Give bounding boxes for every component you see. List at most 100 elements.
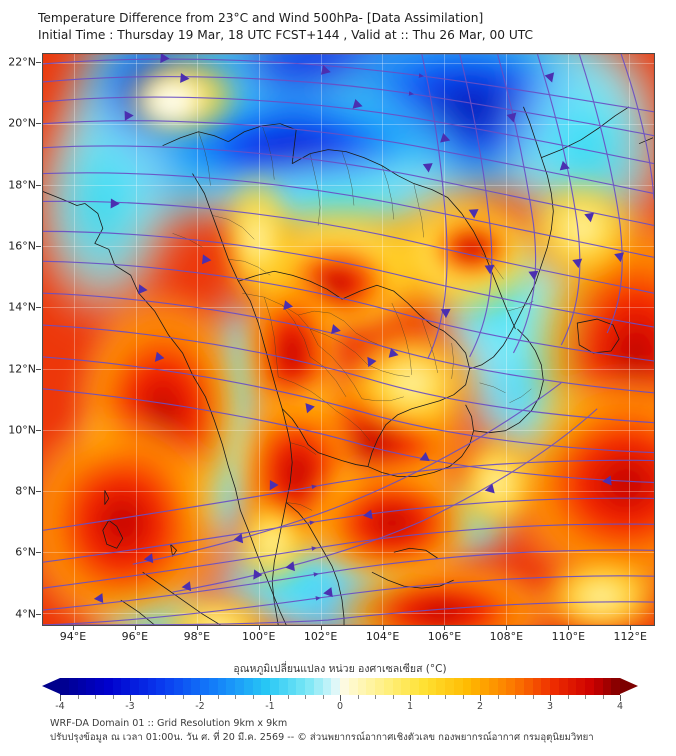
map-plot-area[interactable] <box>42 53 655 626</box>
graticule-parallel <box>43 63 654 65</box>
colorbar-segment <box>156 678 165 695</box>
colorbar-segment <box>348 678 358 695</box>
colorbar-minor-tick <box>95 695 96 699</box>
colorbar-segment <box>278 678 288 695</box>
colorbar-minor-tick <box>375 695 376 699</box>
colorbar-segment <box>515 678 524 695</box>
graticule-meridian <box>382 54 384 625</box>
lon-tick-label: 102°E <box>303 630 338 643</box>
colorbar-tick-label: 2 <box>476 701 484 712</box>
colorbar-ticks: -4 -3 -2 -1 0 1 2 3 4 <box>55 695 624 712</box>
graticule-meridian <box>629 54 631 625</box>
coastline-and-border-overlay <box>43 106 654 625</box>
footer-line-1: WRF-DA Domain 01 :: Grid Resolution 9km … <box>50 718 288 729</box>
graticule-meridian <box>73 54 75 625</box>
colorbar-minor-tick <box>462 695 464 699</box>
colorbar-major-tick <box>130 695 131 701</box>
graticule-meridian <box>320 54 322 625</box>
graticule-parallel <box>43 429 654 431</box>
colorbar-tick-label: -1 <box>265 701 275 712</box>
colorbar-segment <box>208 678 218 695</box>
colorbar-tick-label: 4 <box>616 701 624 712</box>
chart-title-block: Temperature Difference from 23°C and Win… <box>38 10 638 44</box>
colorbar-segment <box>392 678 402 695</box>
colorbar-major-tick <box>480 695 481 701</box>
colorbar-segment <box>103 678 113 695</box>
colorbar[interactable]: อุณหภูมิเปลี่ยนแปลง หน่วย องศาเซลเซียส (… <box>42 660 638 712</box>
lon-tick-label: 100°E <box>241 630 276 643</box>
graticule-parallel <box>43 612 654 614</box>
colorbar-segment <box>296 678 305 695</box>
colorbar-minor-tick <box>217 695 219 699</box>
graticule-meridian <box>567 54 569 625</box>
lat-tick-label: 6°N <box>15 545 36 559</box>
lat-tick-mark <box>36 184 41 186</box>
colorbar-segment <box>523 678 533 695</box>
colorbar-major-tick <box>200 695 201 701</box>
colorbar-segment <box>112 678 122 695</box>
lon-tick-label: 96°E <box>121 630 149 643</box>
colorbar-segment <box>541 678 550 695</box>
colorbar-segment <box>305 678 314 695</box>
colorbar-minor-tick <box>235 695 236 699</box>
colorbar-minor-tick <box>602 695 604 699</box>
colorbar-extend-max <box>620 678 638 694</box>
colorbar-minor-tick <box>147 695 149 699</box>
lat-tick-label: 16°N <box>8 239 36 253</box>
lon-tick-mark <box>72 625 74 630</box>
colorbar-segment <box>138 678 148 695</box>
colorbar-segment <box>488 678 498 695</box>
lat-tick-label: 18°N <box>8 178 36 192</box>
lat-tick-mark <box>36 62 41 64</box>
colorbar-minor-tick <box>165 695 166 699</box>
footer-line-2: ปรับปรุงข้อมูล ณ เวลา 01:00น. วัน ศ. ที่… <box>50 732 594 743</box>
chart-title-line-2: Initial Time : Thursday 19 Mar, 18 UTC F… <box>38 28 534 42</box>
lat-tick-mark <box>36 613 41 615</box>
colorbar-segment <box>95 678 104 695</box>
colorbar-segment <box>130 678 139 695</box>
colorbar-segment <box>77 678 87 695</box>
lon-tick-label: 98°E <box>183 630 211 643</box>
lat-tick-label: 20°N <box>8 116 36 130</box>
wind-streamline-overlay <box>43 54 654 625</box>
colorbar-major-tick <box>620 695 621 701</box>
colorbar-segment <box>593 678 603 695</box>
colorbar-segment <box>532 678 542 695</box>
colorbar-segment <box>357 678 367 695</box>
colorbar-segment <box>340 678 349 695</box>
colorbar-major-tick <box>410 695 411 701</box>
colorbar-minor-tick <box>305 695 306 699</box>
colorbar-minor-tick <box>497 695 499 699</box>
colorbar-major-tick <box>550 695 551 701</box>
latitude-axis: 4°N 6°N 8°N 10°N 12°N 14°N 16°N 18°N 20°N 22°N <box>0 53 41 626</box>
lat-tick-label: 4°N <box>15 607 36 621</box>
lat-tick-mark <box>36 123 41 125</box>
colorbar-segment <box>383 678 393 695</box>
colorbar-minor-tick <box>182 695 184 699</box>
colorbar-segment <box>576 678 585 695</box>
lat-tick-label: 14°N <box>8 300 36 314</box>
colorbar-segment <box>147 678 157 695</box>
graticule-parallel <box>43 246 654 248</box>
lat-tick-label: 10°N <box>8 423 36 437</box>
graticule-parallel <box>43 551 654 553</box>
colorbar-segment <box>567 678 577 695</box>
colorbar-segment <box>270 678 279 695</box>
lon-tick-mark <box>630 625 632 630</box>
lon-tick-label: 112°E <box>613 630 647 643</box>
colorbar-tick-label: -2 <box>195 701 205 712</box>
lat-tick-label: 8°N <box>15 484 36 498</box>
colorbar-segment <box>322 678 332 695</box>
colorbar-segment <box>331 678 340 695</box>
lat-tick-mark <box>36 429 41 431</box>
lon-tick-label: 106°E <box>427 630 462 643</box>
colorbar-tick-label: 1 <box>406 701 414 712</box>
lon-tick-mark <box>568 625 570 630</box>
colorbar-major-tick <box>60 695 61 701</box>
colorbar-minor-tick <box>287 695 289 699</box>
lon-tick-mark <box>382 625 384 630</box>
colorbar-minor-tick <box>252 695 254 699</box>
colorbar-extend-min <box>42 678 60 694</box>
lon-tick-mark <box>134 625 136 630</box>
longitude-axis: 94°E 96°E 98°E 100°E 102°E 104°E 106°E 108°E 110… <box>42 625 655 648</box>
